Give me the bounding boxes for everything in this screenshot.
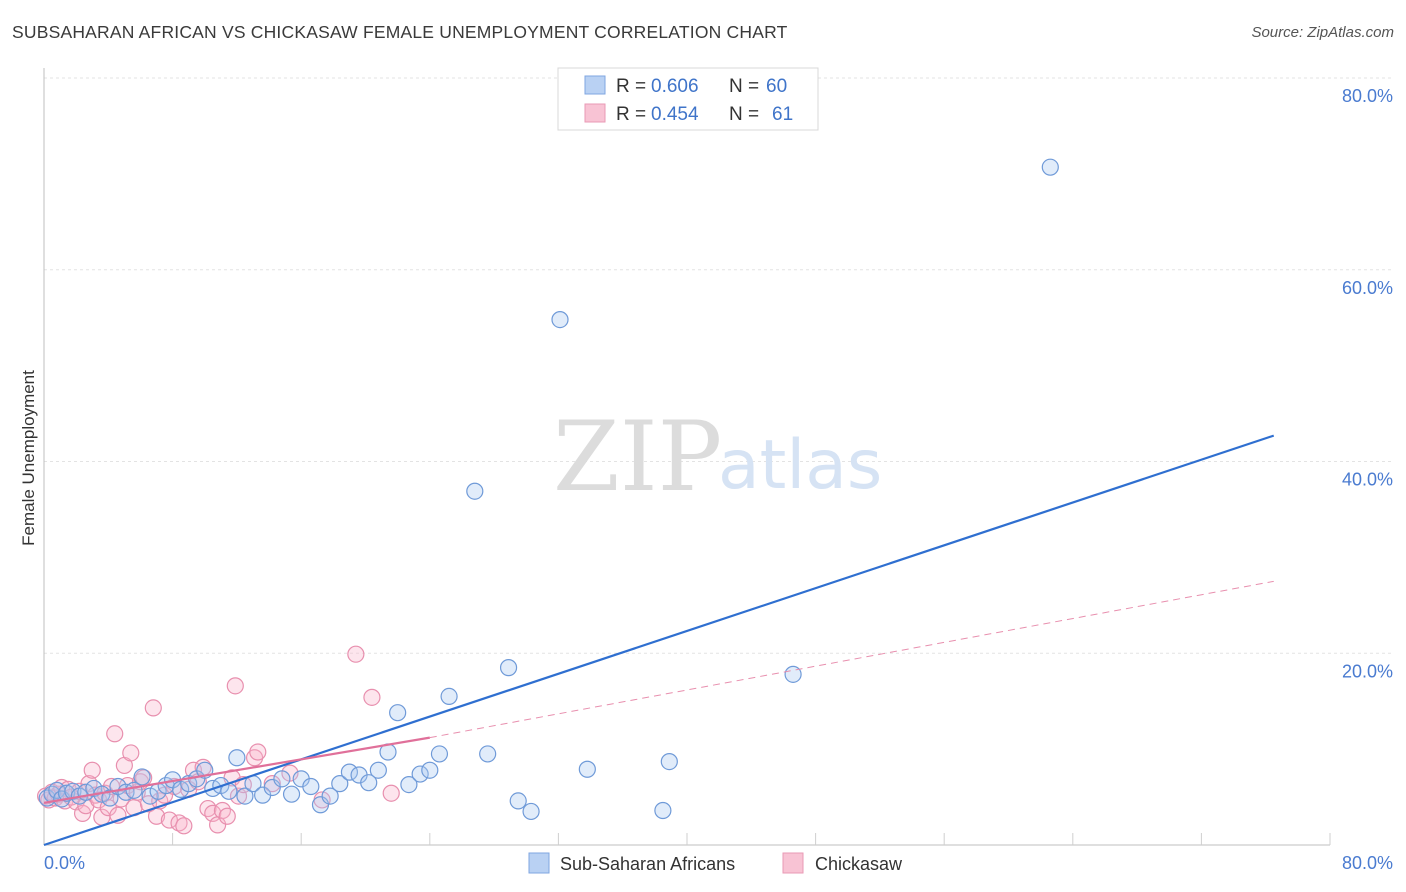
subsaharan-point-40 bbox=[360, 774, 378, 792]
subsaharan-point-37 bbox=[331, 775, 349, 793]
y-tick-labels: 20.0% 40.0% 60.0% 80.0% bbox=[1342, 86, 1393, 681]
source-label: Source: ZipAtlas.com bbox=[1251, 24, 1394, 41]
legend-r-label-1: R = bbox=[616, 76, 646, 97]
x-tick-label-1: 80.0% bbox=[1342, 853, 1393, 873]
chickasaw-point-54 bbox=[249, 743, 267, 761]
chickasaw-point-39 bbox=[175, 817, 193, 835]
subsaharan-point-48 bbox=[440, 687, 458, 705]
trend-line-chickasaw-extension bbox=[429, 580, 1274, 739]
subsaharan-point-30 bbox=[263, 778, 281, 797]
subsaharan-point-56 bbox=[654, 801, 672, 820]
chickasaw-point-60 bbox=[382, 784, 400, 802]
subsaharan-point-54 bbox=[551, 311, 569, 329]
subsaharan-point-55 bbox=[578, 760, 596, 778]
bottom-legend-swatch-subsaharan bbox=[528, 852, 550, 874]
chickasaw-point-50 bbox=[226, 677, 244, 695]
subsaharan-point-45 bbox=[411, 765, 429, 783]
bottom-legend: Sub-Saharan Africans Chickasaw bbox=[528, 852, 903, 874]
watermark: ZIP atlas bbox=[553, 401, 882, 513]
bottom-legend-label-subsaharan: Sub-Saharan Africans bbox=[560, 854, 735, 874]
chickasaw-point-36 bbox=[160, 811, 178, 829]
subsaharan-point-52 bbox=[509, 792, 527, 810]
subsaharan-point-53 bbox=[522, 802, 540, 821]
subsaharan-point-32 bbox=[282, 785, 301, 803]
y-tick-label-2: 60.0% bbox=[1342, 278, 1393, 298]
y-tick-label-3: 80.0% bbox=[1342, 86, 1393, 106]
subsaharan-point-35 bbox=[311, 796, 330, 814]
bottom-legend-swatch-chickasaw bbox=[782, 852, 804, 874]
legend-n-label-1: N = bbox=[729, 76, 759, 97]
subsaharan-point-47 bbox=[430, 745, 449, 763]
legend-swatch-subsaharan bbox=[584, 75, 606, 95]
grid-lines bbox=[44, 77, 1393, 654]
chickasaw-point-58 bbox=[347, 645, 365, 663]
x-axis-ticks bbox=[172, 833, 1331, 845]
chickasaw-point-21 bbox=[106, 725, 124, 743]
legend-n-value-2: 61 bbox=[772, 104, 793, 125]
chickasaw-point-14 bbox=[83, 761, 101, 779]
subsaharan-point-36 bbox=[321, 787, 339, 805]
chickasaw-point-26 bbox=[122, 744, 140, 762]
subsaharan-point-46 bbox=[421, 761, 439, 779]
subsaharan-point-51 bbox=[499, 659, 518, 677]
chickasaw-point-48 bbox=[218, 807, 236, 825]
subsaharan-point-38 bbox=[340, 763, 359, 781]
x-tick-labels: 0.0% 80.0% bbox=[44, 853, 1393, 873]
subsaharan-point-58 bbox=[784, 665, 802, 683]
subsaharan-point-50 bbox=[479, 745, 497, 763]
chickasaw-point-55 bbox=[263, 775, 281, 793]
chickasaw-point-38 bbox=[170, 814, 188, 832]
series-chickasaw-points bbox=[37, 645, 400, 835]
chickasaw-point-59 bbox=[363, 688, 381, 706]
subsaharan-point-27 bbox=[236, 787, 254, 805]
legend-n-label-2: N = bbox=[729, 104, 759, 125]
subsaharan-point-41 bbox=[369, 761, 387, 779]
trend-line-chickasaw bbox=[43, 736, 430, 804]
trend-line-subsaharan bbox=[43, 434, 1275, 847]
subsaharan-point-57 bbox=[660, 752, 678, 771]
legend-r-label-2: R = bbox=[616, 104, 646, 125]
chart-title: SUBSAHARAN AFRICAN VS CHICKASAW FEMALE U… bbox=[12, 22, 788, 42]
legend-swatch-chickasaw bbox=[584, 103, 606, 123]
y-tick-label-0: 20.0% bbox=[1342, 661, 1393, 681]
legend-r-value-1: 0.606 bbox=[651, 76, 699, 97]
trend-lines bbox=[43, 434, 1275, 847]
legend-n-value-1: 60 bbox=[766, 76, 787, 97]
watermark-zip: ZIP bbox=[553, 401, 722, 513]
y-tick-label-1: 40.0% bbox=[1342, 470, 1393, 490]
subsaharan-point-14 bbox=[133, 768, 151, 786]
subsaharan-point-59 bbox=[1041, 158, 1059, 176]
subsaharan-point-43 bbox=[389, 704, 407, 722]
chickasaw-point-44 bbox=[199, 799, 217, 818]
legend-r-value-2: 0.454 bbox=[651, 104, 699, 125]
subsaharan-point-31 bbox=[273, 770, 291, 788]
y-axis-title: Female Unemployment bbox=[19, 370, 38, 546]
legend-box: R = 0.606 N = 60 R = 0.454 N = 61 bbox=[557, 67, 819, 131]
subsaharan-point-15 bbox=[141, 787, 159, 805]
series-subsaharan-points bbox=[38, 158, 1059, 821]
subsaharan-point-49 bbox=[466, 482, 484, 500]
x-tick-label-0: 0.0% bbox=[44, 853, 85, 873]
subsaharan-point-34 bbox=[302, 777, 320, 796]
bottom-legend-label-chickasaw: Chickasaw bbox=[815, 854, 903, 874]
subsaharan-point-26 bbox=[228, 749, 246, 767]
chickasaw-point-32 bbox=[144, 699, 162, 717]
watermark-atlas: atlas bbox=[718, 426, 882, 505]
subsaharan-point-44 bbox=[400, 775, 418, 794]
